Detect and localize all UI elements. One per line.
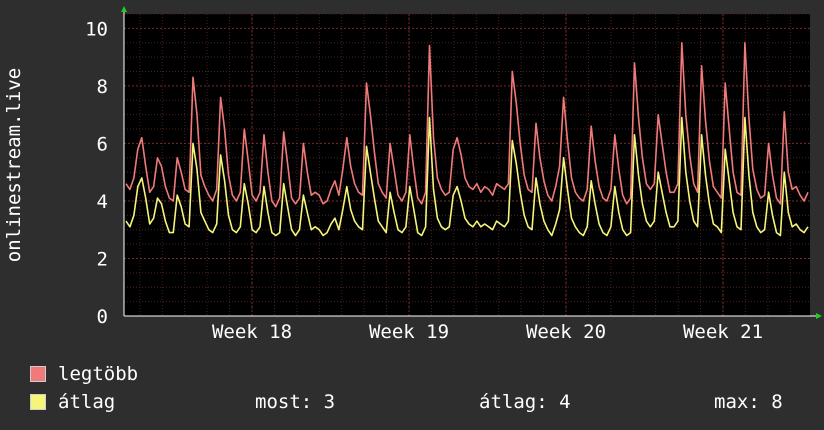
x-tick-label: Week 21 [683,321,763,343]
y-tick-label: 0 [97,306,108,328]
y-tick-label: 10 [85,18,108,40]
x-tick-label: Week 18 [212,321,292,343]
y-tick-label: 8 [97,76,108,98]
stat-max: max: 8 [714,391,783,413]
series-line-max [125,41,809,208]
x-axis-arrow [816,313,822,319]
x-tick-label: Week 20 [526,321,606,343]
y-tick-label: 6 [97,133,108,155]
plot-area [124,14,810,316]
legend-item-max: legtöbb [30,363,138,385]
x-tick-labels: Week 18 Week 19 Week 20 Week 21 [212,321,763,343]
series-line-avg [125,116,809,237]
y-axis-arrow [121,6,127,12]
x-tick-label: Week 19 [369,321,449,343]
y-axis-label: onlinestream.live [3,68,25,262]
y-tick-labels: 0 2 4 6 8 10 [85,18,108,328]
legend-swatch-avg [30,394,46,410]
legend-label-avg: átlag [58,391,116,413]
stat-current: most: 3 [255,391,336,413]
legend-item-avg: átlag [30,391,115,413]
y-tick-label: 4 [97,191,108,213]
series-group [125,41,809,237]
legend-swatch-max [30,366,46,382]
axes-group [121,6,822,319]
stat-average: átlag: 4 [479,391,571,413]
y-tick-label: 2 [97,248,108,270]
legend-label-max: legtöbb [58,363,139,385]
chart: 0 2 4 6 8 10 Week 18 Week 19 Week 20 Week 21 onl… [3,6,822,343]
